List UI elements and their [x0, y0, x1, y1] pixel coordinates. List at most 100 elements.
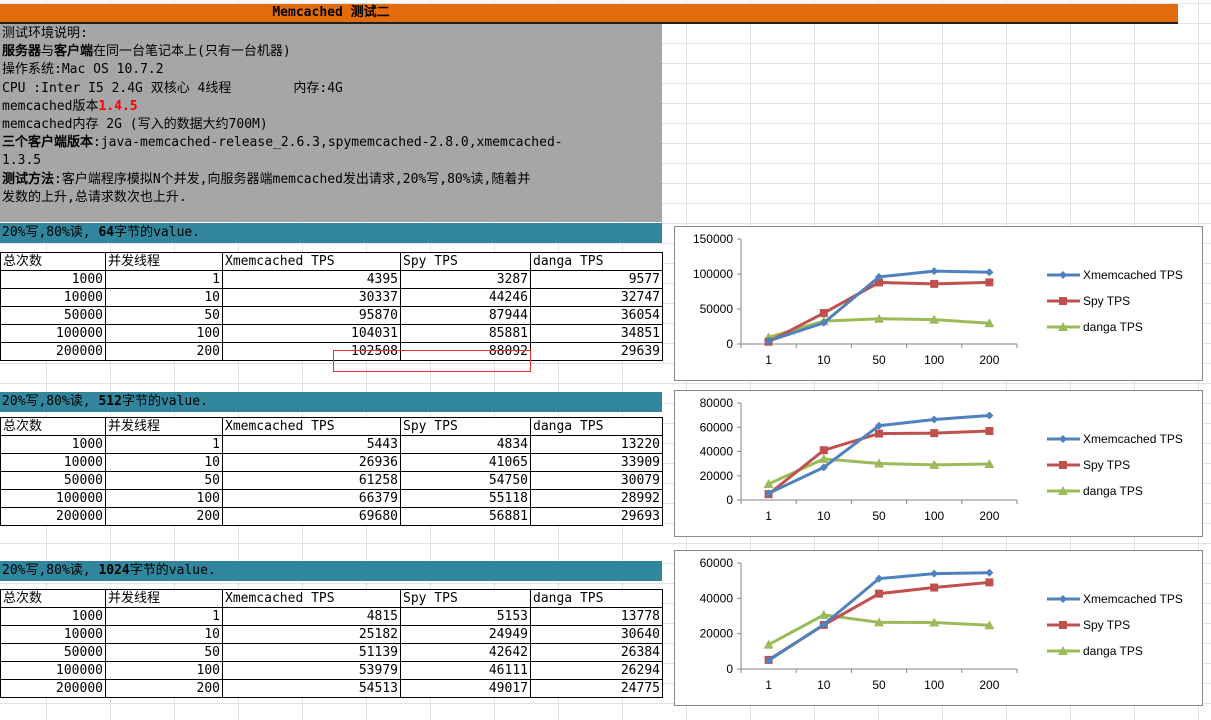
- col-threads[interactable]: 并发线程: [105, 417, 223, 436]
- cell[interactable]: 1000: [0, 607, 106, 626]
- cell[interactable]: 1: [105, 270, 223, 289]
- cell[interactable]: 51139: [222, 643, 401, 662]
- cell[interactable]: 34851: [530, 324, 663, 343]
- cell[interactable]: 1: [105, 607, 223, 626]
- cell[interactable]: 50: [105, 471, 223, 490]
- col-threads[interactable]: 并发线程: [105, 589, 223, 608]
- col-total[interactable]: 总次数: [0, 589, 106, 608]
- cell[interactable]: 32747: [530, 288, 663, 307]
- cell[interactable]: 42642: [400, 643, 531, 662]
- chart-512[interactable]: 0 20000 40000 60000 80000 1 10 50 100 200 Xmemcach…: [674, 390, 1203, 537]
- col-danga[interactable]: danga TPS: [530, 417, 663, 436]
- cell[interactable]: 10: [105, 453, 223, 472]
- cell[interactable]: 54750: [400, 471, 531, 490]
- data-point: [984, 458, 995, 468]
- cell[interactable]: 69680: [222, 507, 401, 526]
- col-total[interactable]: 总次数: [0, 417, 106, 436]
- cell[interactable]: 200000: [0, 679, 106, 698]
- cell[interactable]: 49017: [400, 679, 531, 698]
- cell[interactable]: 41065: [400, 453, 531, 472]
- cell[interactable]: 104031: [222, 324, 401, 343]
- cell[interactable]: 46111: [400, 661, 531, 680]
- cell[interactable]: 5153: [400, 607, 531, 626]
- cell[interactable]: 30640: [530, 625, 663, 644]
- cell[interactable]: 4815: [222, 607, 401, 626]
- col-xmemcached[interactable]: Xmemcached TPS: [222, 252, 401, 271]
- cell[interactable]: 200: [105, 507, 223, 526]
- cell[interactable]: 10000: [0, 625, 106, 644]
- cell[interactable]: 30337: [222, 288, 401, 307]
- cell[interactable]: 13220: [530, 435, 663, 454]
- legend-item: Spy TPS: [1047, 294, 1130, 308]
- cell[interactable]: 102508: [222, 342, 401, 361]
- cell[interactable]: 26936: [222, 453, 401, 472]
- cell[interactable]: 1: [105, 435, 223, 454]
- cell[interactable]: 61258: [222, 471, 401, 490]
- cell[interactable]: 100: [105, 489, 223, 508]
- y-tick-label: 20000: [700, 627, 734, 641]
- cell[interactable]: 95870: [222, 306, 401, 325]
- cell[interactable]: 10: [105, 288, 223, 307]
- cell[interactable]: 50000: [0, 643, 106, 662]
- cell[interactable]: 3287: [400, 270, 531, 289]
- chart-64[interactable]: 0 50000 100000 150000 1 10 50 100 200 Xmemcached …: [674, 226, 1203, 381]
- cell[interactable]: 55118: [400, 489, 531, 508]
- col-spy[interactable]: Spy TPS: [400, 589, 531, 608]
- cell[interactable]: 50: [105, 643, 223, 662]
- cell[interactable]: 56881: [400, 507, 531, 526]
- cell[interactable]: 9577: [530, 270, 663, 289]
- col-threads[interactable]: 并发线程: [105, 252, 223, 271]
- cell[interactable]: 1000: [0, 435, 106, 454]
- col-danga[interactable]: danga TPS: [530, 589, 663, 608]
- cell[interactable]: 100000: [0, 489, 106, 508]
- data-point: [763, 478, 774, 488]
- col-xmemcached[interactable]: Xmemcached TPS: [222, 589, 401, 608]
- cell[interactable]: 28992: [530, 489, 663, 508]
- cell[interactable]: 24775: [530, 679, 663, 698]
- cell[interactable]: 13778: [530, 607, 663, 626]
- cell[interactable]: 24949: [400, 625, 531, 644]
- col-spy[interactable]: Spy TPS: [400, 417, 531, 436]
- cell[interactable]: 100: [105, 324, 223, 343]
- cell[interactable]: 10000: [0, 288, 106, 307]
- cell[interactable]: 66379: [222, 489, 401, 508]
- chart-1024[interactable]: 0 20000 40000 60000 1 10 50 100 200 Xmemcached TP…: [674, 550, 1203, 706]
- cell[interactable]: 10: [105, 625, 223, 644]
- cell[interactable]: 85881: [400, 324, 531, 343]
- cell[interactable]: 88092: [400, 342, 531, 361]
- cell[interactable]: 29693: [530, 507, 663, 526]
- cell[interactable]: 100000: [0, 324, 106, 343]
- cell[interactable]: 4395: [222, 270, 401, 289]
- col-danga[interactable]: danga TPS: [530, 252, 663, 271]
- cell[interactable]: 1000: [0, 270, 106, 289]
- cell[interactable]: 100000: [0, 661, 106, 680]
- cell[interactable]: 200: [105, 342, 223, 361]
- cell[interactable]: 25182: [222, 625, 401, 644]
- cell[interactable]: 26384: [530, 643, 663, 662]
- cell[interactable]: 29639: [530, 342, 663, 361]
- desc-memory: 内存:4G: [293, 80, 343, 96]
- cell[interactable]: 200: [105, 679, 223, 698]
- cell[interactable]: 53979: [222, 661, 401, 680]
- col-total[interactable]: 总次数: [0, 252, 106, 271]
- cell[interactable]: 36054: [530, 306, 663, 325]
- table-header-row: 总次数 并发线程 Xmemcached TPS Spy TPS danga TP…: [0, 252, 663, 271]
- cell[interactable]: 44246: [400, 288, 531, 307]
- cell[interactable]: 4834: [400, 435, 531, 454]
- cell[interactable]: 100: [105, 661, 223, 680]
- cell[interactable]: 5443: [222, 435, 401, 454]
- col-xmemcached[interactable]: Xmemcached TPS: [222, 417, 401, 436]
- data-point: [819, 620, 828, 629]
- cell[interactable]: 33909: [530, 453, 663, 472]
- cell[interactable]: 10000: [0, 453, 106, 472]
- cell[interactable]: 30079: [530, 471, 663, 490]
- cell[interactable]: 50000: [0, 471, 106, 490]
- cell[interactable]: 87944: [400, 306, 531, 325]
- cell[interactable]: 200000: [0, 507, 106, 526]
- cell[interactable]: 50: [105, 306, 223, 325]
- cell[interactable]: 200000: [0, 342, 106, 361]
- cell[interactable]: 50000: [0, 306, 106, 325]
- cell[interactable]: 26294: [530, 661, 663, 680]
- cell[interactable]: 54513: [222, 679, 401, 698]
- col-spy[interactable]: Spy TPS: [400, 252, 531, 271]
